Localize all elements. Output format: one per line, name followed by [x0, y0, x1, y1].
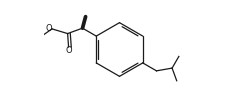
Text: O: O [46, 24, 53, 33]
Text: O: O [66, 46, 72, 55]
